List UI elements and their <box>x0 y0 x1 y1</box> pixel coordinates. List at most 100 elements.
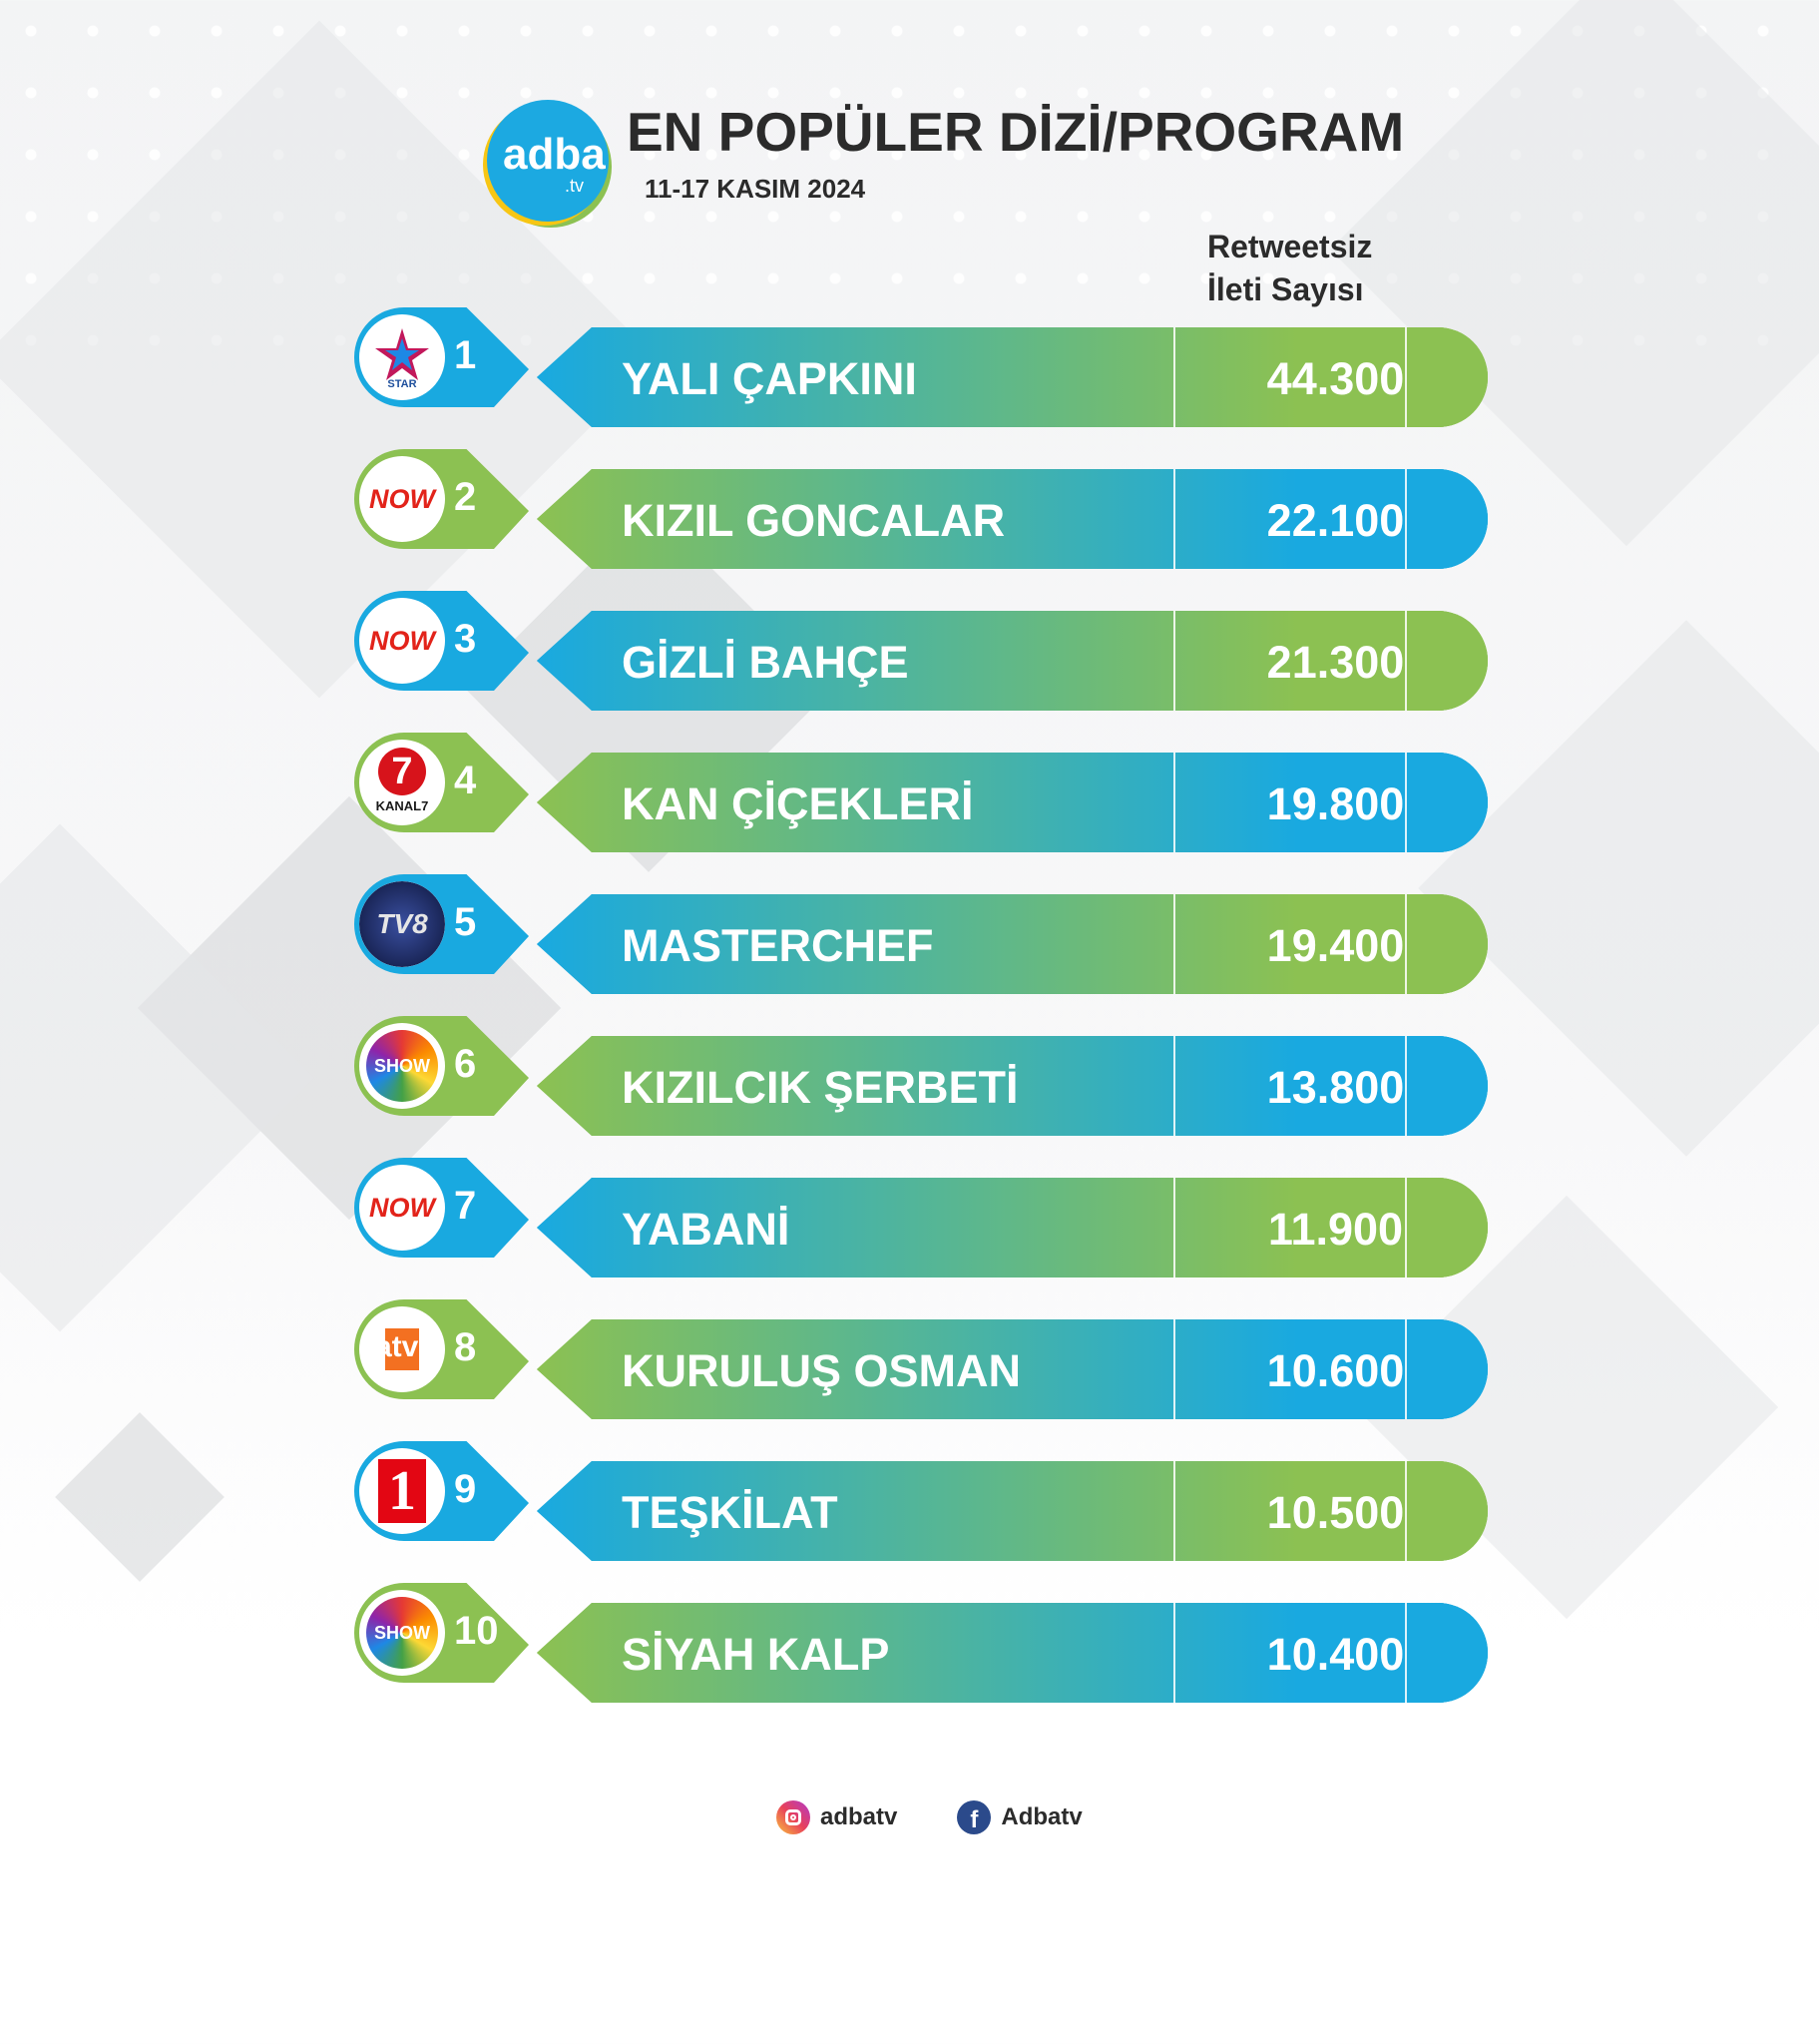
program-name: KAN ÇİÇEKLERİ <box>622 778 974 829</box>
program-name: GİZLİ BAHÇE <box>622 637 909 688</box>
program-name: KIZILCIK ŞERBETİ <box>622 1062 1019 1113</box>
ranking-row: NOW 7 YABANİ 11.900 <box>354 1158 1488 1278</box>
channel-logo-show-tv: SHOW <box>359 1590 445 1676</box>
program-bar: SİYAH KALP 10.400 <box>537 1603 1488 1703</box>
ranking-row: SHOW 6 KIZILCIK ŞERBETİ 13.800 <box>354 1016 1488 1136</box>
separator <box>1405 1036 1407 1136</box>
instagram-handle: adbatv <box>820 1803 898 1830</box>
rank-number: 5 <box>454 900 477 944</box>
column-header: Retweetsiz İleti Sayısı <box>1207 226 1372 311</box>
program-bar: KIZILCIK ŞERBETİ 13.800 <box>537 1036 1488 1136</box>
post-count: 19.800 <box>1266 778 1405 829</box>
program-bar: KAN ÇİÇEKLERİ 19.800 <box>537 753 1488 852</box>
channel-logo-tv8: TV8 <box>359 881 445 967</box>
instagram-link[interactable]: adbatv <box>776 1800 897 1834</box>
rank-number: 3 <box>454 617 477 661</box>
instagram-icon <box>776 1800 810 1834</box>
adba-tv-logo: adba .tv <box>487 100 609 222</box>
post-count: 10.400 <box>1266 1629 1405 1680</box>
trt1-icon: 1 <box>378 1459 426 1523</box>
show-tv-icon: SHOW <box>366 1030 438 1102</box>
program-bar: YALI ÇAPKINI 44.300 <box>537 327 1488 427</box>
separator <box>1405 469 1407 569</box>
channel-logo-show-tv: SHOW <box>359 1023 445 1109</box>
rank-number: 1 <box>454 333 477 377</box>
kanal7-icon: 7 <box>378 748 426 795</box>
separator <box>1173 1036 1175 1136</box>
star-icon <box>375 328 429 380</box>
program-name: KIZIL GONCALAR <box>622 495 1006 546</box>
program-bar: YABANİ 11.900 <box>537 1178 1488 1278</box>
channel-logo-kanal-7: 7 KANAL7 <box>359 740 445 825</box>
column-header-line-1: Retweetsiz <box>1207 229 1373 264</box>
program-bar: GİZLİ BAHÇE 21.300 <box>537 611 1488 711</box>
post-count: 19.400 <box>1266 920 1405 971</box>
separator <box>1405 753 1407 852</box>
rank-number: 2 <box>454 475 477 519</box>
header: adba .tv EN POPÜLER DİZİ/PROGRAM 11-17 K… <box>487 96 1465 236</box>
post-count: 11.900 <box>1267 1204 1404 1255</box>
separator <box>1173 753 1175 852</box>
channel-logo-atv: atv <box>359 1306 445 1392</box>
footer: adbatv f Adbatv <box>776 1796 1083 1838</box>
separator <box>1173 1603 1175 1703</box>
now-logo-text: NOW <box>369 625 435 656</box>
separator <box>1405 611 1407 711</box>
ranking-row: atv 8 KURULUŞ OSMAN 10.600 <box>354 1299 1488 1419</box>
program-name: KURULUŞ OSMAN <box>622 1345 1021 1396</box>
separator <box>1173 327 1175 427</box>
rank-number: 6 <box>454 1042 477 1086</box>
program-bar: KIZIL GONCALAR 22.100 <box>537 469 1488 569</box>
logo-sub: .tv <box>565 176 585 196</box>
channel-logo-now: NOW <box>359 598 445 684</box>
separator <box>1405 894 1407 994</box>
post-count: 10.600 <box>1266 1345 1405 1396</box>
ranking-row: TV8 5 MASTERCHEF 19.400 <box>354 874 1488 994</box>
post-count: 22.100 <box>1266 495 1405 546</box>
separator <box>1173 894 1175 994</box>
separator <box>1173 1178 1175 1278</box>
ranking-row: 1 9 TEŞKİLAT 10.500 <box>354 1441 1488 1561</box>
ranking-row: NOW 2 KIZIL GONCALAR 22.100 <box>354 449 1488 569</box>
page-title: EN POPÜLER DİZİ/PROGRAM <box>627 101 1405 163</box>
rank-number: 8 <box>454 1325 477 1369</box>
show-tv-icon: SHOW <box>366 1597 438 1669</box>
program-bar: MASTERCHEF 19.400 <box>537 894 1488 994</box>
logo-text: adba <box>503 130 606 179</box>
separator <box>1405 1603 1407 1703</box>
program-bar: TEŞKİLAT 10.500 <box>537 1461 1488 1561</box>
background-diamond <box>55 1412 225 1582</box>
post-count: 10.500 <box>1266 1487 1405 1538</box>
channel-logo-star-tv: STAR <box>359 314 445 400</box>
facebook-link[interactable]: f Adbatv <box>957 1800 1083 1834</box>
star-logo-text: STAR <box>387 378 417 390</box>
rank-number: 4 <box>454 759 477 802</box>
rank-number: 10 <box>454 1609 499 1653</box>
ranking-row: NOW 3 GİZLİ BAHÇE 21.300 <box>354 591 1488 711</box>
channel-logo-now: NOW <box>359 1165 445 1251</box>
separator <box>1173 1319 1175 1419</box>
program-bar: KURULUŞ OSMAN 10.600 <box>537 1319 1488 1419</box>
tv8-icon: TV8 <box>359 881 445 967</box>
facebook-handle: Adbatv <box>1001 1803 1083 1830</box>
separator <box>1173 611 1175 711</box>
kanal7-logo-text: KANAL7 <box>375 798 429 813</box>
program-name: YALI ÇAPKINI <box>622 353 917 404</box>
atv-icon <box>385 1328 419 1370</box>
program-name: YABANİ <box>622 1204 790 1255</box>
separator <box>1405 327 1407 427</box>
ranking-row: STAR 1 YALI ÇAPKINI 44.300 <box>354 307 1488 427</box>
date-range: 11-17 KASIM 2024 <box>645 174 866 204</box>
rank-number: 7 <box>454 1184 477 1228</box>
ranking-row: 7 KANAL7 4 KAN ÇİÇEKLERİ 19.800 <box>354 733 1488 852</box>
separator <box>1405 1461 1407 1561</box>
channel-logo-trt-1: 1 <box>359 1448 445 1534</box>
separator <box>1173 469 1175 569</box>
program-name: SİYAH KALP <box>622 1629 890 1680</box>
post-count: 21.300 <box>1266 637 1405 688</box>
program-name: TEŞKİLAT <box>622 1487 838 1538</box>
facebook-icon: f <box>957 1800 992 1834</box>
ranking-row: SHOW 10 SİYAH KALP 10.400 <box>354 1583 1488 1703</box>
post-count: 44.300 <box>1266 353 1405 404</box>
now-logo-text: NOW <box>369 483 435 514</box>
